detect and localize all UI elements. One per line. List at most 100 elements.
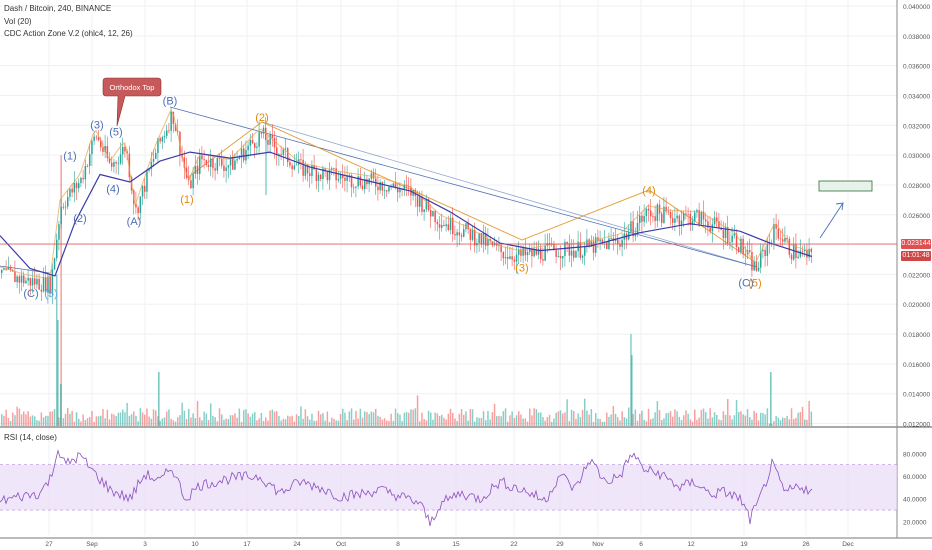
wave-label: (5): [109, 127, 122, 139]
candle-body: [460, 235, 463, 237]
volume-bar: [348, 411, 351, 426]
volume-bar: [663, 418, 665, 426]
volume-bar: [100, 415, 102, 426]
volume-bar: [159, 420, 161, 426]
candle-body: [293, 165, 296, 170]
volume-bar: [7, 418, 10, 426]
volume-bar: [331, 417, 333, 426]
volume-bar: [575, 418, 577, 426]
time-tick-label: Oct: [336, 541, 346, 548]
volume-bar: [295, 414, 298, 426]
candle-body: [29, 277, 32, 286]
volume-bar: [82, 414, 84, 426]
candle-body: [636, 222, 639, 234]
candle-body: [531, 248, 533, 257]
volume-bar: [1, 414, 3, 426]
candle-body: [58, 224, 60, 240]
volume-bar: [762, 412, 764, 426]
time-axis[interactable]: 27 Sep 3 10 17 24 Oct 8 15 22 29 Nov 6 12 19 26 Dec: [45, 541, 854, 548]
volume-bar: [137, 421, 139, 426]
candle-body: [269, 134, 271, 145]
volume-bar: [520, 414, 522, 426]
volume-bar: [665, 413, 667, 426]
candle-body: [438, 224, 441, 228]
volume-bar: [71, 410, 73, 426]
candle-body: [537, 248, 540, 255]
candle-body: [469, 229, 472, 240]
candle-body: [434, 211, 436, 223]
volume-bar: [645, 421, 648, 426]
candle-body: [383, 190, 386, 192]
volume-bar: [740, 411, 742, 426]
callout-shape: [102, 77, 162, 127]
candle-body: [507, 257, 509, 259]
volume-bar: [454, 418, 456, 426]
volume-bar: [463, 414, 465, 426]
volume-bar: [731, 419, 733, 426]
volume-bar: [696, 419, 698, 426]
candle-body: [639, 215, 641, 223]
volume-bar: [709, 408, 711, 426]
volume-bar: [146, 408, 148, 426]
candle-body: [610, 238, 612, 239]
volume-bar: [579, 417, 582, 426]
candle-body: [777, 228, 780, 239]
rsi-panel[interactable]: 80.0000 60.0000 40.0000 20.0000: [0, 449, 927, 527]
candle-body: [31, 278, 34, 286]
candle-body: [139, 196, 142, 214]
volume-bar: [557, 411, 560, 426]
volume-bar: [141, 412, 144, 426]
volume-bar: [27, 411, 29, 426]
candle-body: [144, 185, 146, 192]
candle-body: [436, 222, 439, 225]
volume-bar: [773, 421, 775, 426]
candle-body: [606, 241, 608, 249]
volume-bar: [31, 415, 34, 426]
volume-bar: [577, 413, 579, 426]
candle-body: [304, 164, 307, 176]
volume-bar: [661, 419, 663, 426]
countdown-tag: 01:01:48: [901, 251, 931, 261]
wave-label: (1): [180, 194, 193, 206]
candle-body: [599, 239, 601, 242]
volume-bar: [40, 412, 43, 426]
volume-bar: [212, 415, 214, 426]
price-axis[interactable]: 0.040000 0.038000 0.036000 0.034000 0.032000…: [903, 4, 930, 429]
volume-bar: [656, 401, 659, 426]
volume-bar: [240, 421, 243, 426]
volume-bar: [58, 417, 60, 426]
volume-bar: [276, 411, 278, 426]
volume-bar: [724, 414, 727, 426]
volume-bar: [227, 418, 230, 426]
candle-body: [386, 190, 388, 192]
wave-label: (4): [106, 183, 119, 195]
volume-bar: [777, 417, 780, 426]
volume-bar: [243, 410, 245, 426]
candle-body: [588, 239, 590, 247]
candle-body: [185, 167, 188, 178]
volume-bar: [25, 414, 27, 426]
candle-body: [9, 266, 12, 270]
volume-bar: [322, 413, 324, 426]
candle-body: [236, 158, 238, 161]
volume-bar: [445, 419, 447, 426]
candle-body: [806, 249, 808, 258]
volume-bar: [205, 413, 208, 426]
volume-bar: [119, 412, 122, 426]
volume-bar: [689, 419, 692, 426]
volume-bar: [194, 418, 197, 426]
candle-body: [84, 165, 87, 180]
candle-body: [234, 160, 236, 170]
candle-body: [287, 148, 289, 163]
volume-bar: [95, 416, 98, 426]
candle-body: [764, 249, 766, 256]
wave-b-c-trendline: [169, 106, 758, 268]
volume-bar: [221, 414, 223, 426]
candle-body: [56, 239, 58, 259]
volume-bar: [36, 420, 38, 426]
time-tick-label: 26: [802, 541, 810, 548]
candle-body: [799, 250, 802, 257]
volume-bar: [790, 408, 793, 426]
volume-bar: [474, 421, 476, 426]
